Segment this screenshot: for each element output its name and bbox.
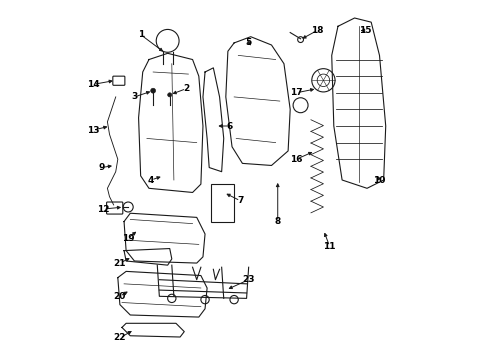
Circle shape <box>150 88 155 93</box>
Text: 2: 2 <box>183 84 189 93</box>
Text: 6: 6 <box>226 122 233 131</box>
Text: 12: 12 <box>97 204 109 213</box>
Text: 16: 16 <box>289 155 302 164</box>
Text: 22: 22 <box>113 333 126 342</box>
Text: 9: 9 <box>98 163 104 172</box>
Text: 15: 15 <box>358 26 370 35</box>
Text: 14: 14 <box>86 80 99 89</box>
Text: 23: 23 <box>242 275 254 284</box>
Text: 19: 19 <box>122 234 134 243</box>
Text: 1: 1 <box>137 30 143 39</box>
Text: 20: 20 <box>114 292 126 301</box>
Text: 3: 3 <box>131 93 137 102</box>
Text: 4: 4 <box>147 176 154 185</box>
Text: 13: 13 <box>86 126 99 135</box>
Text: 18: 18 <box>310 26 323 35</box>
Text: 8: 8 <box>274 217 280 226</box>
Bar <box>211 184 234 221</box>
Text: 10: 10 <box>372 176 385 185</box>
Text: 11: 11 <box>323 242 335 251</box>
Text: 5: 5 <box>245 39 251 48</box>
Text: 7: 7 <box>237 196 243 205</box>
Text: 17: 17 <box>289 88 302 97</box>
Circle shape <box>167 93 171 97</box>
Text: 21: 21 <box>113 258 126 267</box>
